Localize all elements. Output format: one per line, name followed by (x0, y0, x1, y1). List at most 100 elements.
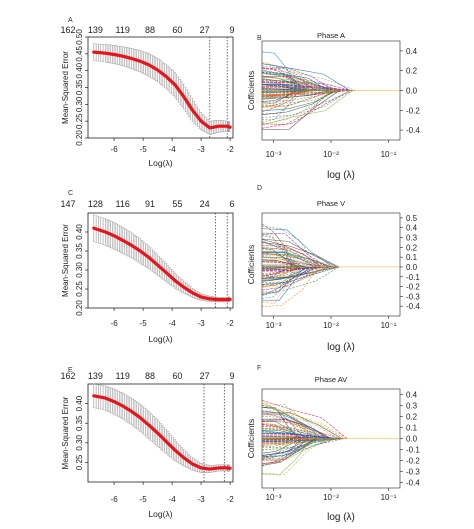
x-tick-label: 10⁻² (323, 150, 339, 159)
y-tick-label: 0.2 (406, 413, 418, 422)
top-count-label: 162 (60, 371, 75, 381)
coefficient-path (261, 436, 321, 439)
coefficient-path (261, 438, 313, 465)
top-count-label: 60 (172, 25, 182, 35)
coefficient-path (261, 90, 337, 112)
top-count-label: 9 (229, 25, 234, 35)
y-tick-label: -0.4 (406, 479, 420, 488)
coefficient-path (261, 266, 302, 287)
coefficient-path (261, 400, 347, 439)
top-count-label: 119 (115, 371, 129, 381)
x-axis-label: Log(λ) (148, 509, 172, 519)
coefficient-path (261, 85, 322, 91)
coefficient-path (261, 79, 352, 91)
coefficient-path (261, 438, 317, 461)
y-tick-label: 0.20 (75, 300, 84, 316)
coefficient-path (261, 90, 298, 108)
coefficient-path (261, 255, 332, 268)
coefficient-path (261, 256, 319, 268)
coefficient-path (261, 69, 329, 91)
coefficient-path (261, 410, 329, 439)
coefficient-path (261, 250, 290, 268)
x-tick-label: 10⁻¹ (381, 493, 397, 502)
y-tick-label: -0.3 (406, 292, 420, 301)
coefficient-path (261, 436, 302, 439)
top-count-label: 27 (200, 25, 210, 35)
y-tick-label: -0.1 (406, 446, 420, 455)
coefficient-path (261, 242, 314, 268)
coefficient-path (261, 63, 351, 91)
panel-letter: E (68, 367, 73, 374)
y-axis-label: Mean-Squared Error (61, 396, 70, 469)
top-count-label: 139 (88, 371, 103, 381)
panel-title: Phase AV (315, 375, 347, 384)
coefficient-path (261, 431, 327, 439)
coefficient-path (261, 90, 334, 108)
plot-frame (261, 212, 401, 317)
x-tick-label: -3 (198, 319, 206, 328)
y-tick-label: 0.50 (75, 29, 84, 45)
x-tick-label: -3 (198, 145, 206, 154)
y-tick-label: 0.5 (406, 214, 418, 223)
x-tick-label: -5 (140, 319, 148, 328)
panel-letter: F (257, 365, 261, 372)
coefficient-path (261, 235, 292, 268)
coefficient-path (261, 61, 317, 91)
coefficient-path (261, 90, 342, 96)
coefficient-path (261, 86, 355, 91)
coefficient-path (261, 438, 312, 476)
coefficient-path (261, 404, 326, 439)
coefficient-path (261, 410, 346, 439)
coefficient-path (261, 438, 313, 457)
y-tick-label: 0.2 (406, 67, 418, 76)
y-tick-label: 0.35 (75, 79, 84, 95)
coefficient-path (261, 410, 340, 439)
coefficient-path (261, 228, 334, 268)
coefficient-path (261, 266, 333, 272)
coefficient-path (261, 404, 316, 439)
x-axis-label: Log(λ) (148, 334, 172, 344)
y-tick-label: -0.4 (406, 126, 420, 135)
coefficient-path (261, 233, 328, 268)
coefficient-path (261, 261, 337, 268)
y-tick-label: -0.2 (406, 106, 420, 115)
top-count-label: 119 (115, 25, 129, 35)
coefficient-path (261, 84, 352, 91)
top-count-label: 6 (229, 199, 234, 209)
coefficient-path (261, 247, 336, 268)
coefficient-path (261, 438, 302, 459)
coefficient-path (261, 400, 307, 439)
coefficient-path (261, 432, 334, 439)
top-count-label: 24 (200, 199, 210, 209)
coefficient-path (261, 438, 321, 457)
x-tick-label: 10⁻¹ (381, 150, 397, 159)
x-tick-label: -2 (227, 319, 235, 328)
coefficient-path (261, 90, 312, 93)
coefficient-path (261, 90, 297, 102)
panel-title: Phase A (317, 31, 345, 40)
coefficient-path (261, 90, 298, 99)
y-tick-label: 0.3 (406, 402, 418, 411)
coefficient-path (261, 266, 297, 296)
top-count-label: 139 (88, 25, 103, 35)
y-tick-label: 0.45 (75, 46, 84, 62)
x-tick-label: -6 (111, 145, 119, 154)
x-tick-label: -6 (111, 495, 119, 504)
y-tick-label: 0.40 (75, 62, 84, 78)
x-axis-label: log (λ) (327, 170, 355, 181)
y-tick-label: 0.35 (75, 415, 84, 431)
y-tick-label: -0.1 (406, 273, 420, 282)
coefficient-path (261, 252, 332, 268)
panel-letter: A (68, 17, 73, 24)
x-tick-label: -3 (198, 495, 206, 504)
y-tick-label: 0.4 (406, 224, 418, 233)
y-tick-label: 0.4 (406, 47, 418, 56)
coefficient-path (261, 438, 294, 447)
top-count-label: 91 (145, 199, 155, 209)
coefficient-path (261, 438, 330, 450)
y-axis-label: Cofficients (246, 71, 256, 111)
top-count-label: 55 (172, 199, 182, 209)
coefficient-path (261, 90, 311, 96)
coefficient-path (261, 266, 307, 296)
